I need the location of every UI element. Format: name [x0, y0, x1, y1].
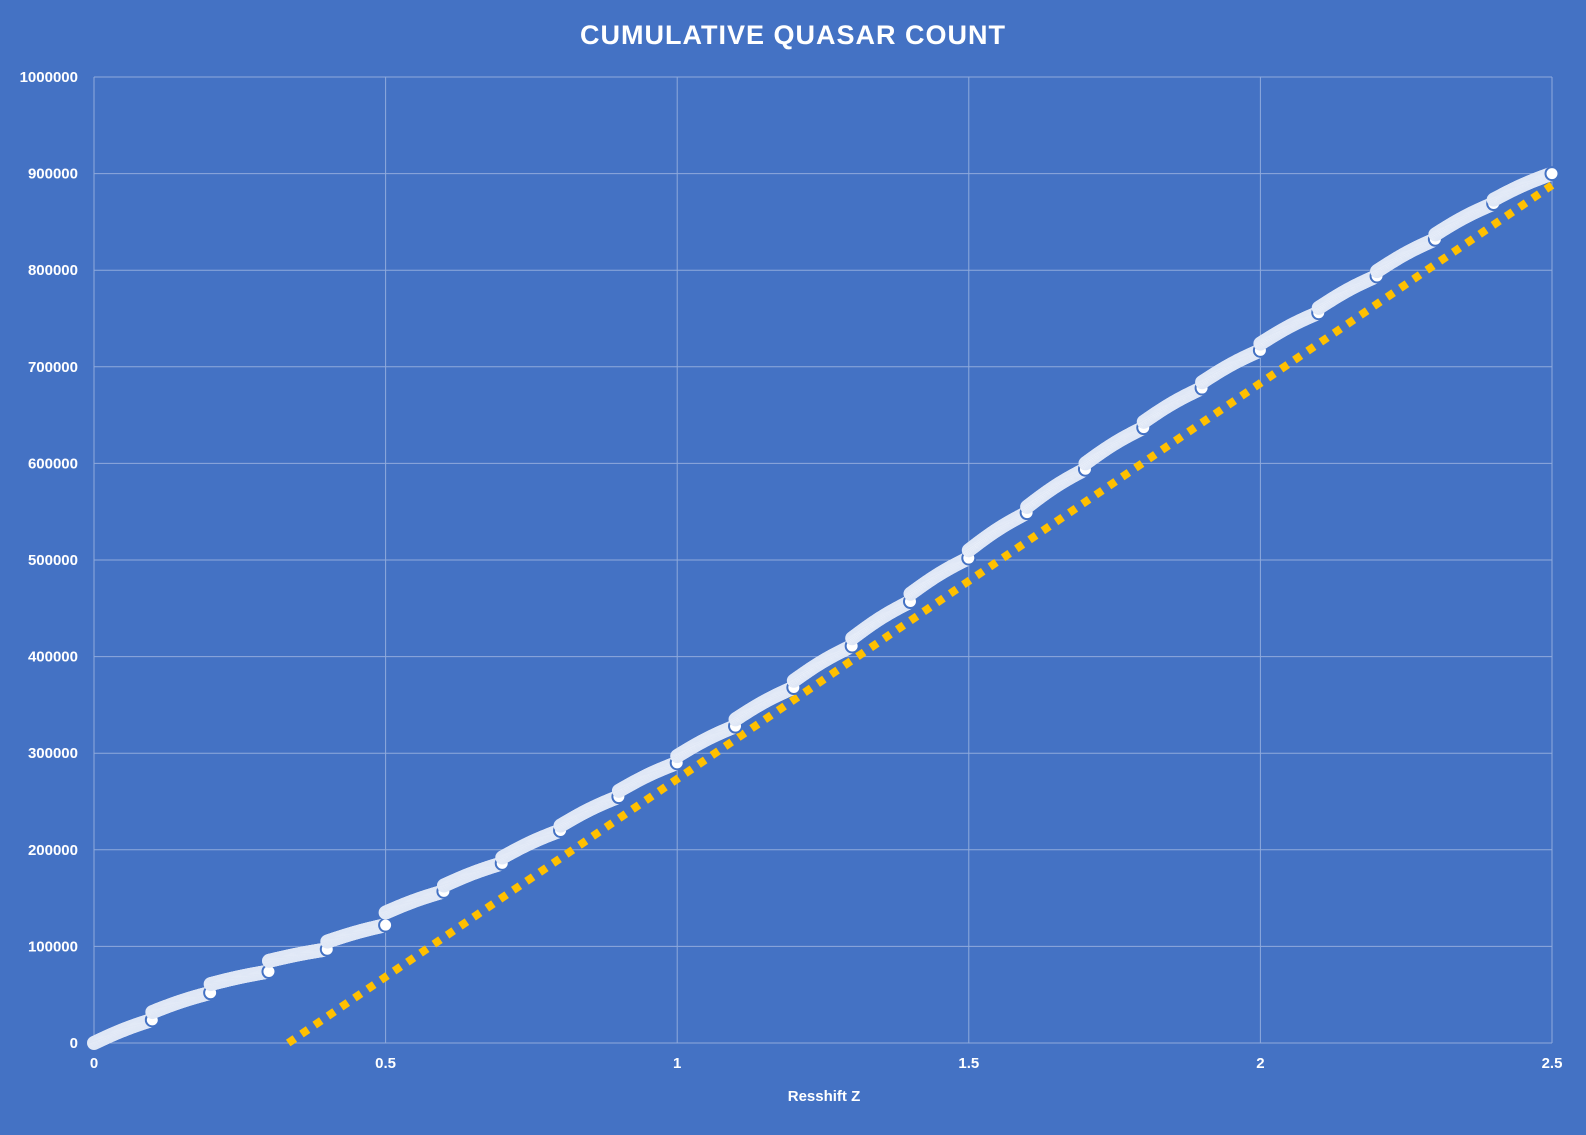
- x-tick-label: 2: [1256, 1055, 1264, 1072]
- data-point: [378, 917, 394, 933]
- y-tick-label: 900000: [28, 166, 78, 183]
- y-tick-label: 200000: [28, 842, 78, 859]
- y-tick-label: 300000: [28, 745, 78, 762]
- x-tick-label: 1: [673, 1055, 681, 1072]
- grid: [93, 76, 1553, 1044]
- x-tick-label: 0.5: [375, 1055, 396, 1072]
- chart-title: CUMULATIVE QUASAR COUNT: [580, 20, 1006, 50]
- x-tick-label: 0: [90, 1055, 98, 1072]
- y-tick-label: 600000: [28, 455, 78, 472]
- y-tick-label: 100000: [28, 938, 78, 955]
- x-axis-ticks: 0 0.5 1 1.5 2 2.5: [90, 1055, 1563, 1072]
- y-axis-ticks: 0 100000 200000 300000 400000 500000 600000 700…: [20, 69, 78, 1052]
- y-tick-label: 700000: [28, 359, 78, 376]
- x-tick-label: 2.5: [1542, 1055, 1563, 1072]
- x-tick-label: 1.5: [958, 1055, 979, 1072]
- y-tick-label: 500000: [28, 552, 78, 569]
- y-tick-label: 0: [70, 1035, 78, 1052]
- trendline-layer: [285, 181, 1555, 1047]
- x-axis-label: Resshift Z: [788, 1088, 861, 1105]
- data-point: [1544, 166, 1560, 182]
- trendline: [285, 181, 1555, 1047]
- y-tick-label: 1000000: [20, 69, 78, 86]
- y-tick-label: 800000: [28, 262, 78, 279]
- y-tick-label: 400000: [28, 649, 78, 666]
- data-points: [87, 166, 1560, 1050]
